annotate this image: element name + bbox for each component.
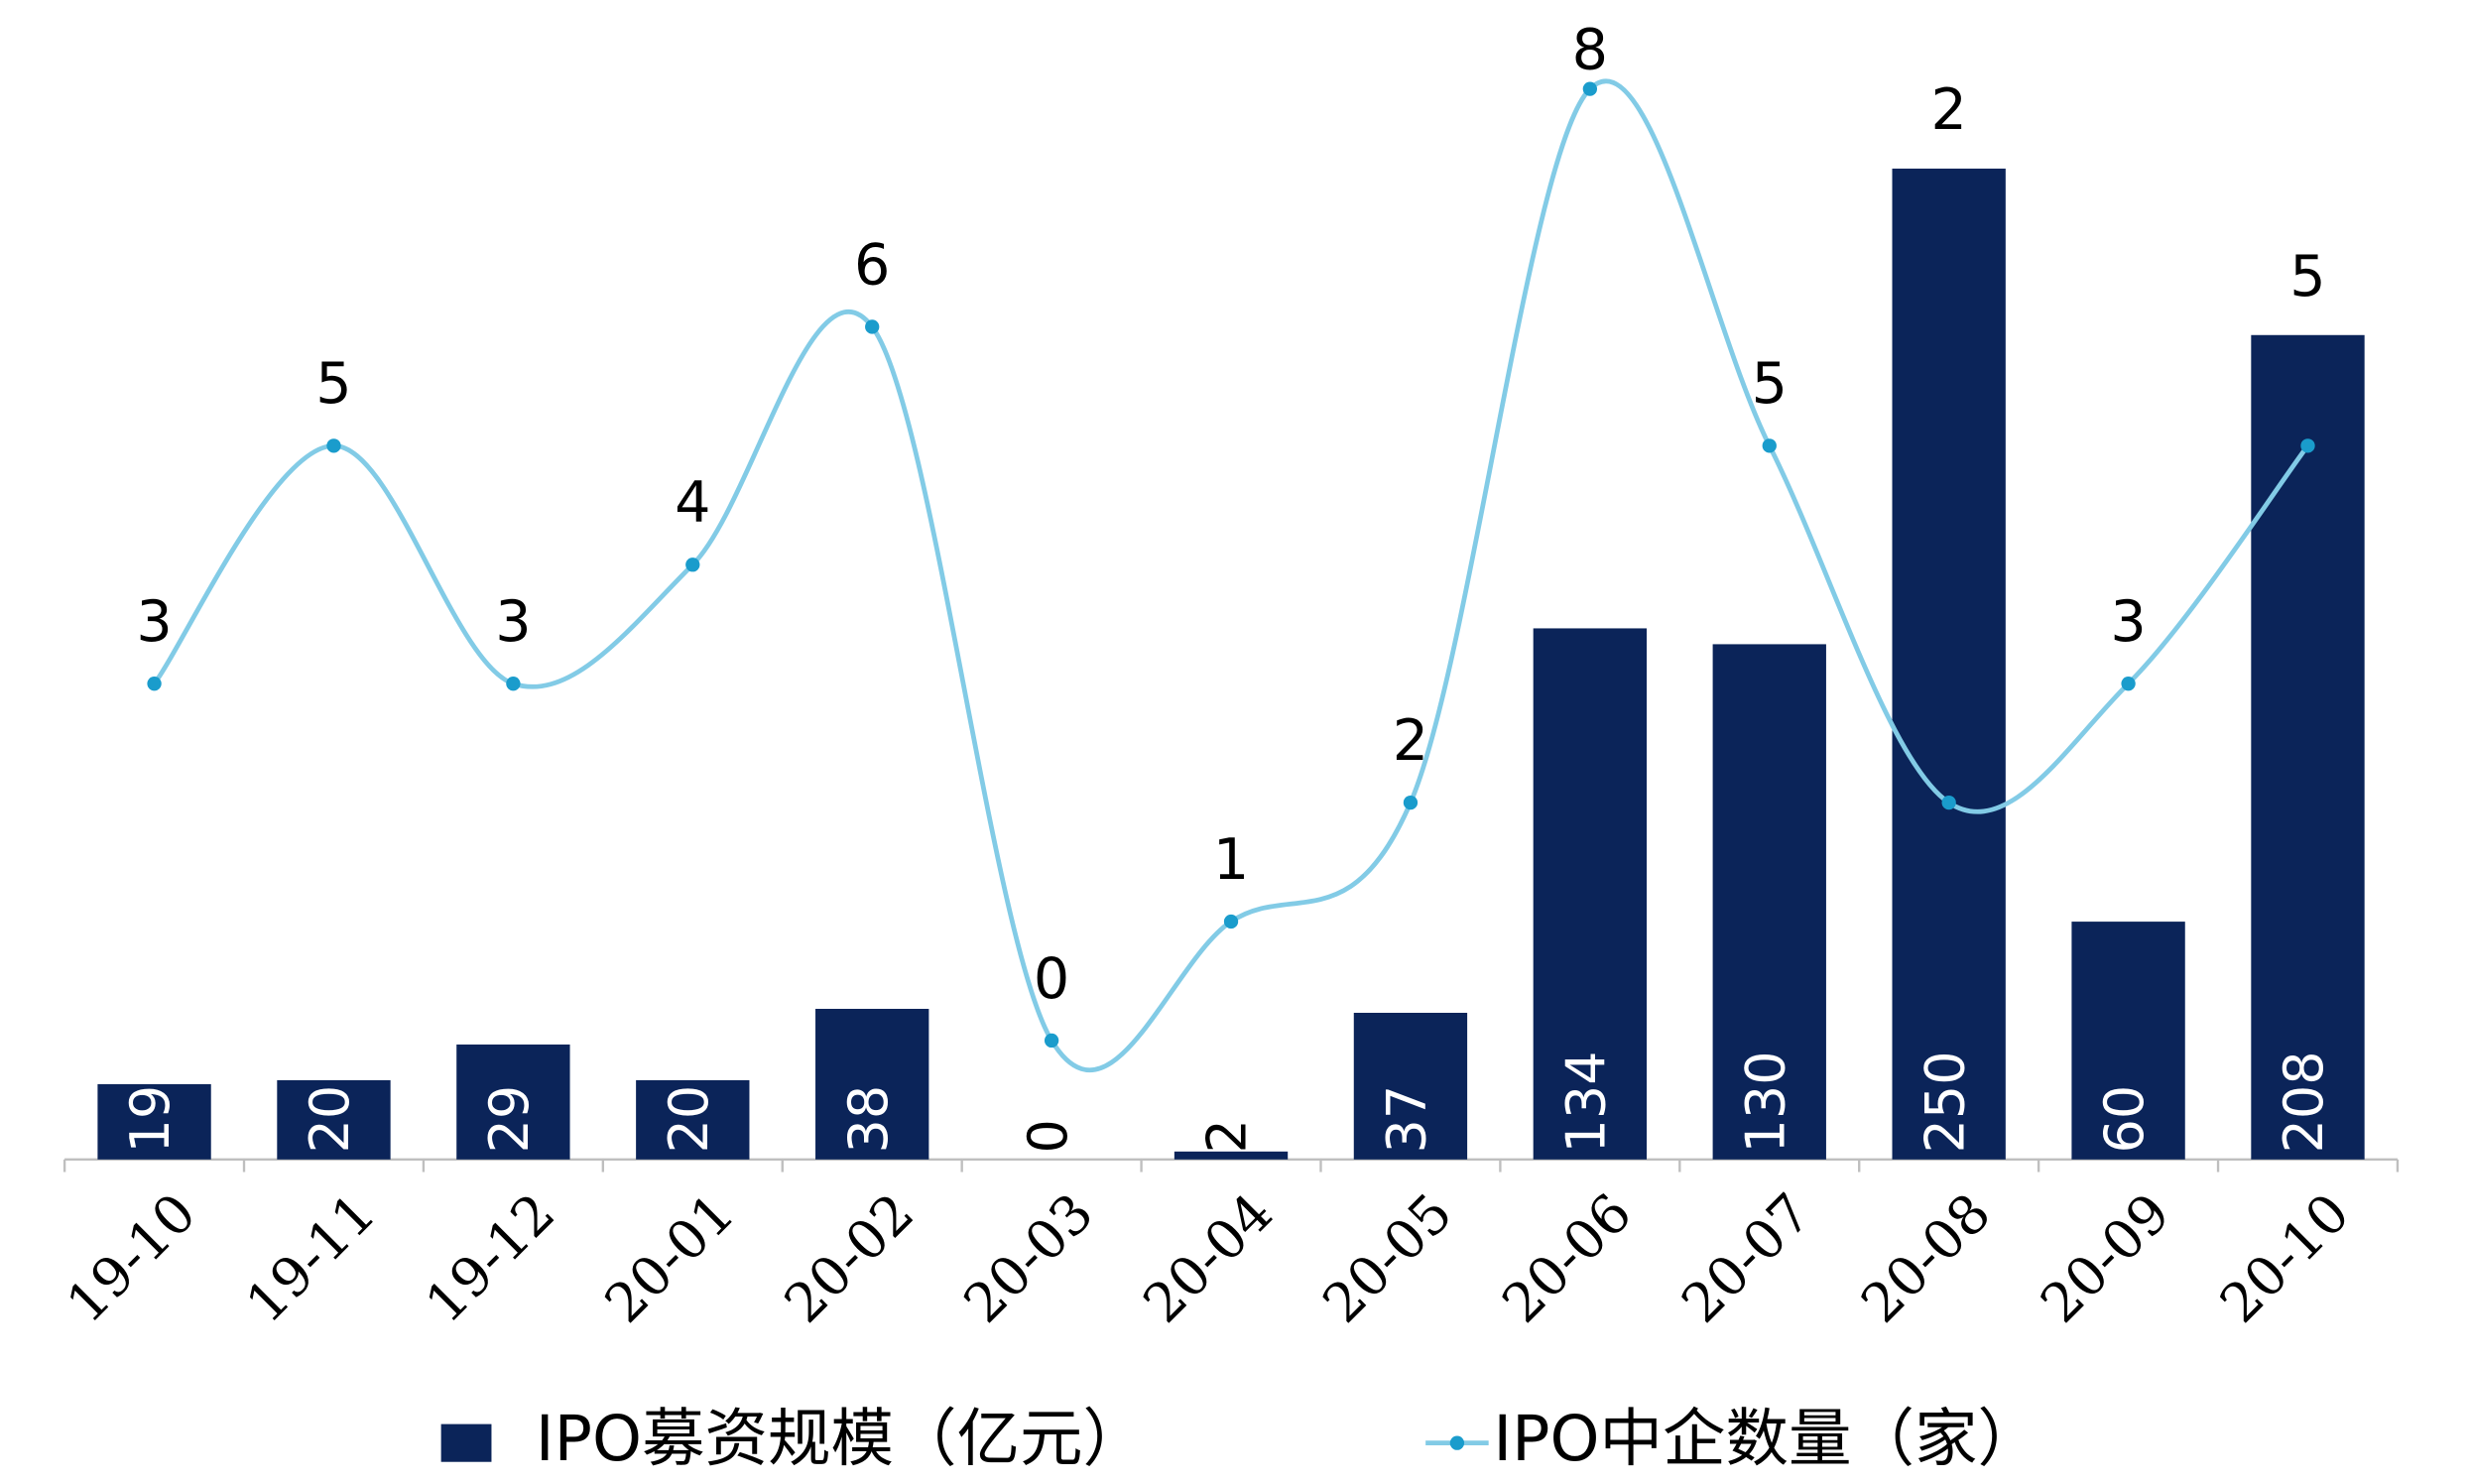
bar xyxy=(2251,334,2365,1160)
x-tick-label: 19-12 xyxy=(414,1181,567,1335)
x-tick-label: 20-07 xyxy=(1669,1181,1823,1335)
x-tick-label: 20-01 xyxy=(593,1181,747,1335)
bar xyxy=(1712,644,1826,1160)
bar-value-label: 0 xyxy=(1017,1119,1079,1153)
line-value-label: 5 xyxy=(1752,351,1788,417)
x-tick-label: 20-02 xyxy=(773,1181,926,1335)
bar-value-label: 2 xyxy=(1196,1119,1259,1153)
x-tick-label: 20-09 xyxy=(2029,1181,2182,1335)
legend-label: IPO中企数量（家） xyxy=(1493,1402,2040,1475)
x-tick-label: 20-03 xyxy=(952,1181,1106,1335)
x-tick-label: 19-10 xyxy=(55,1181,208,1335)
bar xyxy=(97,1083,211,1160)
legend-swatch xyxy=(1449,1435,1465,1450)
x-tick-label: 19-11 xyxy=(234,1181,388,1335)
bar-value-label: 19 xyxy=(119,1085,182,1154)
bar xyxy=(2071,922,2185,1160)
bar xyxy=(815,1008,929,1160)
line-value-label: 6 xyxy=(854,232,890,298)
line-value-label: 2 xyxy=(1930,77,1966,143)
line-point xyxy=(865,319,880,334)
bar-value-label: 38 xyxy=(837,1085,900,1154)
line-point xyxy=(326,438,341,453)
x-tick-label: 20-08 xyxy=(1849,1181,2003,1335)
bar-value-label: 250 xyxy=(1914,1051,1976,1153)
line-value-label: 4 xyxy=(675,470,710,536)
legend-swatch xyxy=(440,1423,492,1462)
line-value-label: 1 xyxy=(1213,827,1249,893)
line-point xyxy=(1762,438,1777,453)
line-point xyxy=(1941,795,1956,810)
line-point xyxy=(685,557,700,572)
x-tick-label: 20-04 xyxy=(1131,1181,1285,1335)
line-point xyxy=(2121,677,2136,691)
bar-value-label: 60 xyxy=(2093,1085,2156,1154)
bar-value-label: 134 xyxy=(1554,1051,1617,1153)
bar xyxy=(636,1079,750,1160)
bar xyxy=(277,1079,391,1160)
bar xyxy=(1173,1151,1289,1160)
bar-value-label: 29 xyxy=(478,1085,541,1154)
x-tick-label: 20-05 xyxy=(1310,1181,1464,1335)
bar-value-label: 37 xyxy=(1376,1085,1438,1154)
legend-label: IPO募资规模（亿元） xyxy=(536,1402,1146,1475)
line-value-label: 3 xyxy=(136,589,172,655)
line-point xyxy=(1582,81,1597,96)
line-point xyxy=(147,677,162,691)
bar xyxy=(1533,628,1648,1160)
line-value-label: 8 xyxy=(1572,18,1608,83)
line-point xyxy=(2300,438,2315,453)
line-point xyxy=(1044,1033,1059,1049)
line-value-label: 3 xyxy=(2110,589,2146,655)
line-value-label: 3 xyxy=(495,589,531,655)
line-value-label: 5 xyxy=(2289,244,2325,309)
bar xyxy=(1353,1012,1468,1160)
line-point xyxy=(506,677,521,691)
line-point xyxy=(1403,795,1419,810)
bar-value-label: 20 xyxy=(658,1085,720,1154)
bar-value-label: 208 xyxy=(2273,1051,2335,1153)
line-value-label: 0 xyxy=(1034,946,1069,1012)
line-value-label: 5 xyxy=(315,351,351,417)
x-tick-label: 20-06 xyxy=(1490,1181,1644,1335)
x-tick-label: 20-10 xyxy=(2208,1181,2362,1335)
bar xyxy=(456,1044,570,1160)
bar-value-label: 130 xyxy=(1734,1051,1796,1153)
bar-value-label: 20 xyxy=(299,1085,361,1154)
line-point xyxy=(1223,914,1239,929)
bar xyxy=(1892,168,2006,1160)
line-value-label: 2 xyxy=(1393,708,1428,774)
